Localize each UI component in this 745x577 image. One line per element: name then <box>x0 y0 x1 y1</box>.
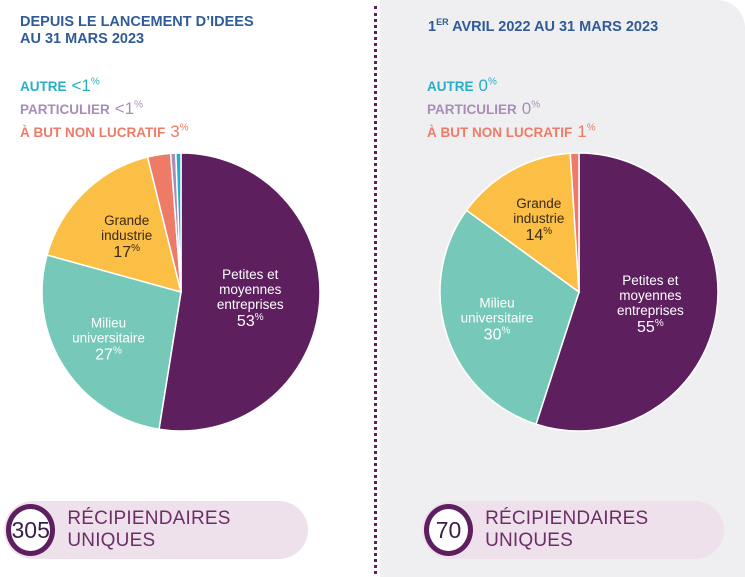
right-legend-value: 0% <box>478 76 497 95</box>
left-legend-row: PARTICULIER <1% <box>20 99 189 122</box>
left-slice-percent: 53% <box>237 312 264 330</box>
left-title: DEPUIS LE LANCEMENT D’IDEeS AU 31 MARS 2… <box>20 14 254 47</box>
right-slice-percent: 55% <box>637 318 664 336</box>
right-legend-row: AUTRE 0% <box>427 76 596 99</box>
right-recipients-label: RÉCIPIENDAIRES UNIQUES <box>485 508 649 551</box>
right-small-legend: AUTRE 0% PARTICULIER 0% À BUT NON LUCRATIF 1% <box>427 76 596 145</box>
right-slice-grande-industrie <box>465 152 580 294</box>
right-slice-label: universitaire <box>461 311 534 326</box>
left-slice-percent: 17% <box>113 243 140 261</box>
left-legend-row: À BUT NON LUCRATIF 3% <box>20 122 189 145</box>
right-slice-percent: 14% <box>525 226 552 244</box>
dotted-divider <box>374 6 377 574</box>
right-slice-label: industrie <box>513 211 564 226</box>
left-slice-label: entreprises <box>217 297 284 312</box>
left-slice-petites-et-moyennes-entreprises <box>158 152 321 432</box>
left-slice-label: universitaire <box>72 331 145 346</box>
left-slice-autre <box>175 152 182 293</box>
right-legend-value: 0% <box>521 99 541 118</box>
left-slice-grande-industrie <box>46 156 183 294</box>
left-legend-value: 3% <box>170 122 189 141</box>
right-title: 1ER AVRIL 2022 AU 31 MARS 2023 <box>428 17 659 35</box>
right-legend-label: À BUT NON LUCRATIF <box>427 125 573 140</box>
right-slice-petites-et-moyennes-entreprises <box>535 152 719 432</box>
right-slice-label: Petites et <box>622 273 679 288</box>
right-slice-label: Grande <box>516 196 561 211</box>
right-legend-value: 1% <box>577 122 596 141</box>
left-slice-label: industrie <box>101 228 152 243</box>
left-legend-label: PARTICULIER <box>20 102 110 117</box>
left-legend-label: À BUT NON LUCRATIF <box>20 125 166 140</box>
left-legend-label: AUTRE <box>20 79 67 94</box>
left-recipients-badge: 305 RÉCIPIENDAIRES UNIQUES <box>4 501 308 559</box>
left-legend-value: <1% <box>71 76 100 95</box>
right-legend-row: PARTICULIER 0% <box>427 99 596 122</box>
right-legend-label: PARTICULIER <box>427 102 517 117</box>
left-legend-value: <1% <box>114 99 144 118</box>
right-slice-label: Milieu <box>479 296 514 311</box>
left-slice-label: moyennes <box>219 282 282 297</box>
right-legend-row: À BUT NON LUCRATIF 1% <box>427 122 596 145</box>
left-legend-row: AUTRE <1% <box>20 76 189 99</box>
right-slice-label: entreprises <box>617 303 684 318</box>
panel-since-launch: DEPUIS LE LANCEMENT D’IDEeS AU 31 MARS 2… <box>0 0 372 577</box>
left-small-legend: AUTRE <1% PARTICULIER <1% À BUT NON LUCRATIF… <box>20 76 189 145</box>
right-slice-milieu-universitaire <box>439 209 580 426</box>
right-slice-percent: 30% <box>484 326 511 344</box>
right-recipients-count: 70 <box>424 504 474 556</box>
left-recipients-count: 305 <box>6 504 56 556</box>
right-legend-label: AUTRE <box>427 79 474 94</box>
left-slice-milieu-universitaire <box>41 254 182 431</box>
left-recipients-label: RÉCIPIENDAIRES UNIQUES <box>67 508 231 551</box>
left-slice-percent: 27% <box>95 346 122 364</box>
left-slice-label: Milieu <box>91 316 126 331</box>
right-slice--but-non-lucratif <box>569 152 580 293</box>
right-slice-label: moyennes <box>619 288 682 303</box>
panel-fiscal-year: 1ER AVRIL 2022 AU 31 MARS 2023 AUTRE 0% PA… <box>380 0 745 577</box>
right-recipients-badge: 70 RÉCIPIENDAIRES UNIQUES <box>422 501 724 559</box>
left-slice-label: Petites et <box>222 267 279 282</box>
left-slice-label: Grande <box>104 213 149 228</box>
